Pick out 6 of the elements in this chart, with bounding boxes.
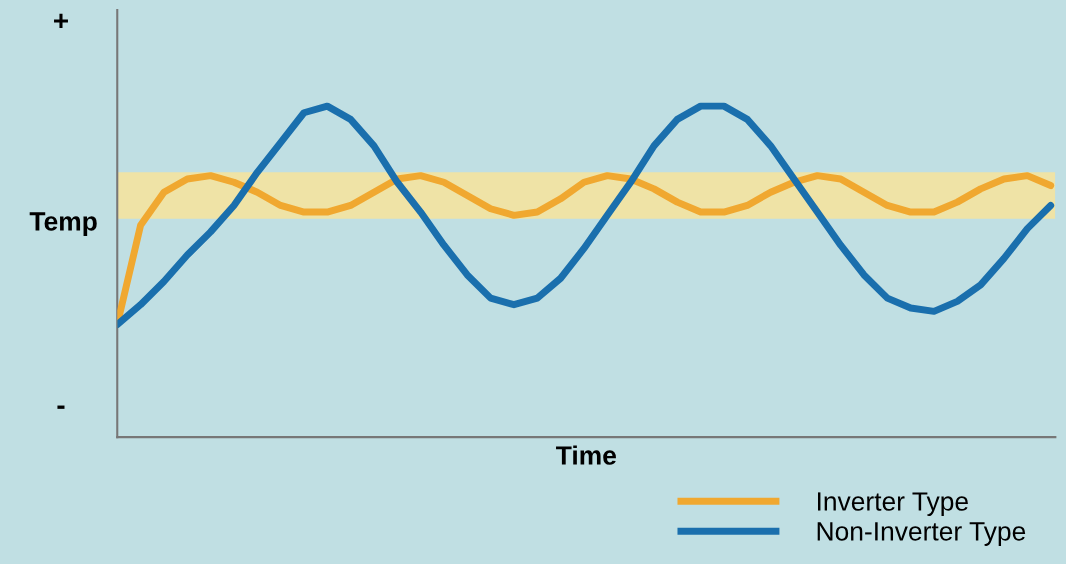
y-axis-title: Temp xyxy=(29,212,97,236)
text: + xyxy=(54,13,68,28)
legend-label: Inverter Type xyxy=(817,492,968,517)
x-axis-title: Time xyxy=(556,445,616,465)
legend-label: Non-Inverter Type xyxy=(817,522,1026,546)
text: - xyxy=(57,405,65,409)
